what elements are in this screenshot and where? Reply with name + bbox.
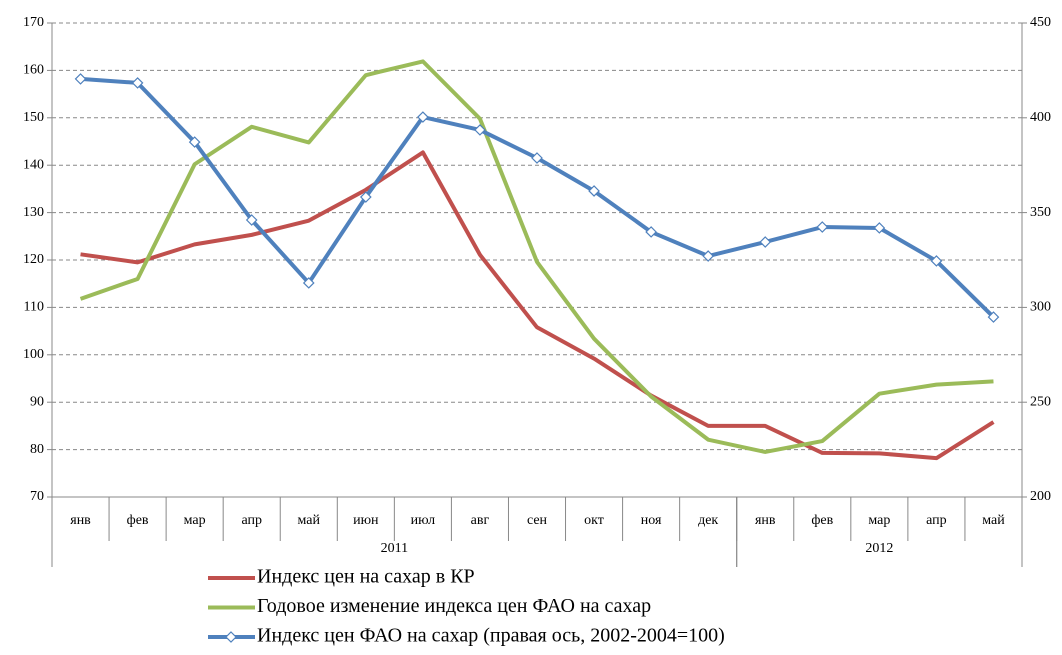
y-tick-label: 110 (24, 300, 44, 315)
x-tick-label: янв (70, 513, 91, 528)
y-tick-label: 70 (30, 489, 44, 504)
marker (588, 185, 600, 197)
y2-tick-label: 350 (1030, 205, 1051, 220)
y-tick-label: 160 (23, 63, 44, 78)
legend-label: Индекс цен ФАО на сахар (правая ось, 200… (257, 625, 725, 647)
y-tick-label: 90 (30, 394, 44, 409)
series-line (80, 76, 995, 319)
marker (987, 311, 1000, 323)
x-tick-label: фев (811, 513, 833, 528)
marker (873, 222, 886, 234)
y2-tick-label: 200 (1030, 489, 1051, 504)
marker (245, 214, 258, 226)
series-line (80, 150, 995, 461)
x-tick-label: май (298, 513, 321, 528)
marker (188, 136, 201, 148)
y2-tick-label: 250 (1030, 394, 1051, 409)
x-tick-label: ноя (641, 513, 662, 528)
x-tick-label: апр (241, 513, 262, 528)
marker (759, 236, 772, 248)
x-tick-label: июл (411, 513, 436, 528)
y2-tick-label: 450 (1030, 15, 1051, 30)
x-tick-label: мар (868, 513, 890, 528)
x-tick-label: окт (584, 513, 604, 528)
series-line (79, 59, 994, 454)
y-tick-label: 140 (23, 157, 44, 172)
x-tick-label: сен (527, 513, 548, 528)
marker (645, 226, 657, 238)
marker (74, 73, 87, 85)
legend-marker (225, 631, 237, 643)
marker (302, 277, 315, 289)
marker (702, 250, 715, 262)
y-tick-label: 150 (23, 110, 44, 125)
x-tick-label: дек (698, 513, 718, 528)
legend-label: Годовое изменение индекса цен ФАО на сах… (257, 595, 651, 617)
marker (531, 152, 543, 164)
marker (359, 191, 372, 203)
group-label: 2012 (865, 541, 893, 556)
x-tick-label: мар (184, 513, 206, 528)
legend-label: Индекс цен на сахар в КР (257, 566, 475, 588)
y-tick-label: 170 (23, 15, 44, 30)
marker (930, 255, 943, 267)
marker (474, 124, 486, 136)
x-tick-label: фев (127, 513, 149, 528)
y2-tick-label: 400 (1030, 110, 1051, 125)
y2-tick-label: 300 (1030, 300, 1051, 315)
x-tick-label: июн (353, 513, 379, 528)
marker (131, 77, 144, 89)
x-tick-label: май (982, 513, 1005, 528)
marker (417, 111, 429, 123)
marker (816, 221, 829, 233)
x-tick-label: янв (755, 513, 776, 528)
y-tick-label: 130 (23, 205, 44, 220)
y-tick-label: 80 (30, 442, 44, 457)
group-label: 2011 (381, 541, 408, 556)
x-tick-label: авг (471, 513, 490, 528)
x-tick-label: апр (926, 513, 947, 528)
y-tick-label: 120 (23, 252, 44, 267)
y-tick-label: 100 (23, 347, 44, 362)
